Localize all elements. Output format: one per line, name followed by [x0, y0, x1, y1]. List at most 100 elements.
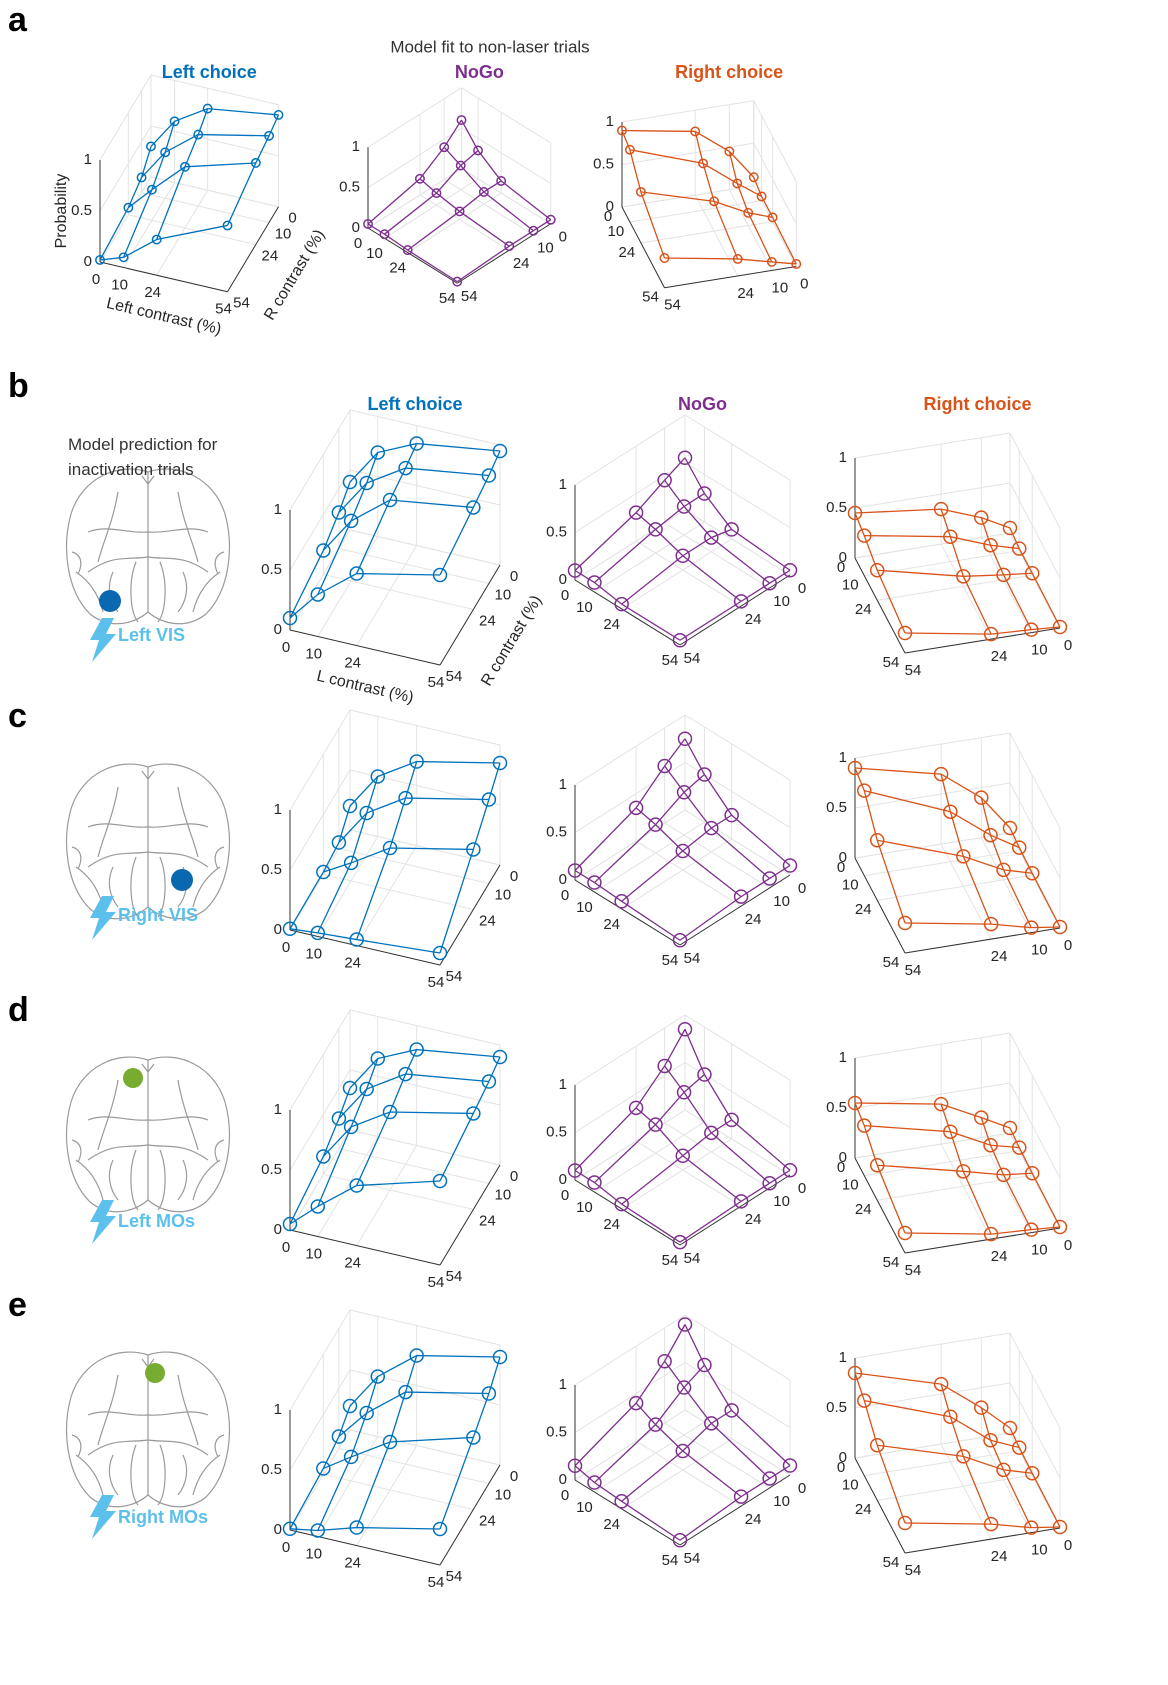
- x-tick-label: 54: [662, 1552, 679, 1569]
- grid-line: [575, 1315, 685, 1385]
- axis-line: [680, 1175, 790, 1245]
- panel-letter: c: [8, 697, 27, 735]
- y-tick-label: 54: [684, 650, 701, 667]
- grid-line: [290, 410, 350, 510]
- surface-line: [665, 1066, 770, 1183]
- x-tick-label: 54: [428, 1274, 445, 1291]
- z-tick-label: 0.5: [546, 523, 567, 540]
- grid-line: [1010, 1083, 1060, 1178]
- x-tick-label: 0: [837, 1159, 845, 1176]
- x-tick-label: 10: [305, 1545, 322, 1562]
- grid-line: [1010, 1333, 1060, 1428]
- surface-line: [357, 762, 417, 940]
- grid-line: [462, 128, 551, 183]
- y-tick-label: 0: [798, 1180, 806, 1197]
- x-tick-label: 54: [428, 1574, 445, 1591]
- x-tick-label: 24: [855, 1201, 872, 1218]
- grid-line: [323, 1474, 473, 1509]
- grid-line: [318, 836, 378, 936]
- grid-line: [575, 463, 685, 533]
- x-tick-label: 10: [576, 1199, 593, 1216]
- y-tick-label: 10: [495, 1486, 512, 1503]
- y-tick-label: 54: [905, 962, 922, 979]
- grid-line: [357, 846, 417, 946]
- grid-line: [290, 770, 350, 870]
- grid-line: [754, 101, 797, 182]
- x-tick-label: 0: [561, 1187, 569, 1204]
- x-axis-label: L contrast (%): [315, 668, 415, 707]
- y-tick-label: 0: [510, 1468, 518, 1485]
- x-tick-label: 24: [603, 616, 620, 633]
- x-tick-label: 10: [576, 899, 593, 916]
- x-tick-label: 24: [619, 244, 636, 261]
- z-tick-label: 0.5: [593, 155, 614, 172]
- x-tick-label: 10: [305, 1245, 322, 1262]
- site-dot: [145, 1363, 165, 1383]
- z-tick-label: 0.5: [261, 861, 282, 878]
- x-tick-label: 54: [428, 674, 445, 691]
- grid-line: [685, 510, 790, 575]
- grid-line: [855, 1133, 1010, 1158]
- y-tick-label: 0: [510, 1168, 518, 1185]
- y-tick-label: 0: [559, 229, 567, 246]
- surface-line: [981, 798, 1031, 928]
- z-tick-label: 0: [352, 219, 360, 236]
- surface-line: [157, 109, 208, 240]
- surface-line: [855, 509, 1010, 528]
- z-tick-label: 0: [274, 621, 282, 638]
- x-tick-label: 0: [282, 1239, 290, 1256]
- grid-line: [318, 536, 378, 636]
- y-tick-label: 0: [510, 568, 518, 585]
- z-tick-label: 0.5: [826, 799, 847, 816]
- surface-line: [622, 1410, 732, 1501]
- panel-letter: a: [8, 1, 28, 39]
- y-tick-label: 10: [537, 240, 554, 257]
- y-tick-label: 10: [1031, 942, 1048, 959]
- x-tick-label: 54: [883, 1254, 900, 1271]
- y-tick-label: 24: [479, 1512, 496, 1529]
- y-tick-label: 24: [479, 1212, 496, 1229]
- site-label: Left VIS: [118, 625, 185, 645]
- grid-line: [128, 215, 256, 245]
- x-tick-label: 24: [603, 916, 620, 933]
- surface-line: [142, 135, 269, 178]
- y-tick-label: 24: [513, 255, 530, 272]
- x-axis-label: Left contrast (%): [105, 295, 223, 338]
- surface-line: [622, 1120, 732, 1204]
- grid-line: [855, 1333, 1010, 1358]
- grid-line: [855, 433, 1010, 458]
- x-tick-label: 24: [603, 1516, 620, 1533]
- x-tick-label: 24: [389, 260, 406, 277]
- grid-line: [622, 101, 754, 122]
- y-tick-label: 0: [798, 580, 806, 597]
- y-tick-label: 24: [745, 611, 762, 628]
- z-tick-label: 0: [274, 1221, 282, 1238]
- y-tick-label: 10: [1031, 642, 1048, 659]
- y-tick-label: 24: [745, 1211, 762, 1228]
- x-tick-label: 10: [842, 577, 859, 594]
- chart-title: NoGo: [455, 62, 504, 82]
- y-tick-label: 10: [275, 225, 292, 242]
- chart-title: Right choice: [923, 394, 1031, 414]
- surface-line: [864, 1401, 1019, 1448]
- y-tick-label: 24: [737, 285, 754, 302]
- z-tick-label: 0.5: [71, 202, 92, 219]
- grid-line: [350, 410, 500, 445]
- grid-line: [357, 1146, 417, 1246]
- z-tick-label: 1: [352, 138, 360, 155]
- y-tick-label: 24: [991, 948, 1008, 965]
- y-tick-label: 0: [288, 210, 296, 227]
- grid-line: [339, 1449, 489, 1484]
- grid-line: [855, 733, 1010, 758]
- grid-line: [1010, 1033, 1060, 1128]
- grid-line: [290, 470, 350, 570]
- z-tick-label: 1: [606, 113, 614, 130]
- grid-line: [1010, 783, 1060, 878]
- grid-line: [864, 1151, 1019, 1176]
- grid-line: [408, 193, 502, 253]
- grid-line: [100, 177, 151, 262]
- site-dot: [171, 869, 193, 891]
- chart-title: Left choice: [162, 62, 257, 82]
- grid-line: [350, 530, 500, 565]
- grid-line: [685, 715, 790, 780]
